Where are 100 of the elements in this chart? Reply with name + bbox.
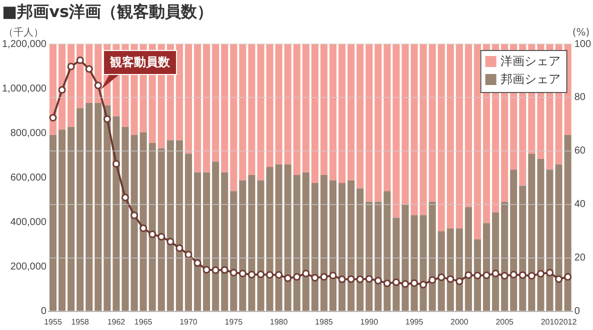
point bbox=[230, 268, 238, 276]
bar bbox=[366, 202, 373, 311]
bar bbox=[194, 172, 202, 311]
bar bbox=[374, 202, 382, 311]
point bbox=[158, 233, 166, 240]
bar bbox=[464, 207, 472, 311]
bar bbox=[221, 44, 228, 172]
point bbox=[438, 274, 446, 282]
y-tick-label: 1,200,000 bbox=[2, 38, 47, 50]
point bbox=[456, 278, 464, 286]
chart-title: ■邦画vs洋画（観客動員数） bbox=[2, 2, 214, 23]
y2-tick-label: 80 bbox=[574, 92, 586, 104]
point bbox=[446, 275, 454, 283]
point bbox=[130, 212, 138, 220]
bar bbox=[248, 175, 256, 311]
bar bbox=[464, 44, 472, 208]
point bbox=[428, 276, 436, 284]
bar bbox=[302, 172, 310, 311]
point bbox=[256, 270, 264, 278]
bar bbox=[176, 44, 183, 140]
bar bbox=[420, 215, 427, 311]
point bbox=[528, 272, 536, 280]
y-tick-label: 200,000 bbox=[10, 262, 47, 273]
bar bbox=[49, 44, 57, 135]
point bbox=[464, 271, 472, 279]
bar bbox=[348, 44, 355, 180]
point bbox=[275, 271, 283, 279]
point bbox=[103, 115, 111, 123]
x-tick-label: 1955 bbox=[44, 317, 62, 326]
point bbox=[148, 230, 156, 238]
point bbox=[293, 273, 301, 281]
x-tick-label: 1975 bbox=[224, 317, 244, 326]
bar bbox=[356, 188, 364, 311]
y-tick-label: 400,000 bbox=[10, 217, 47, 228]
bar bbox=[302, 44, 310, 172]
x-tick-label: 2005 bbox=[496, 317, 514, 326]
x-tick-label: 2010 bbox=[540, 317, 560, 326]
bar bbox=[428, 44, 436, 202]
point bbox=[202, 266, 210, 274]
bar bbox=[104, 106, 111, 311]
point bbox=[284, 274, 292, 282]
bar bbox=[49, 134, 57, 311]
bar bbox=[384, 44, 391, 192]
bar bbox=[148, 142, 156, 311]
bar bbox=[194, 44, 202, 172]
bar bbox=[293, 175, 300, 311]
bar bbox=[275, 44, 282, 164]
bar bbox=[230, 44, 238, 192]
bar bbox=[528, 154, 536, 311]
bar bbox=[284, 44, 292, 164]
bar bbox=[537, 158, 544, 311]
bar bbox=[356, 44, 364, 188]
point bbox=[140, 224, 148, 232]
point bbox=[311, 274, 319, 282]
y-tick-label: 800,000 bbox=[10, 128, 47, 139]
bar bbox=[438, 231, 445, 311]
x-tick-label: 1970 bbox=[180, 317, 198, 326]
bar bbox=[474, 44, 482, 240]
point bbox=[518, 271, 526, 279]
point bbox=[212, 266, 220, 274]
point bbox=[266, 271, 274, 279]
point bbox=[401, 280, 409, 288]
point bbox=[67, 62, 75, 70]
bar bbox=[203, 172, 210, 311]
point bbox=[347, 275, 355, 283]
bar bbox=[501, 202, 508, 311]
point bbox=[76, 56, 84, 64]
point bbox=[500, 272, 508, 280]
bar bbox=[311, 44, 318, 184]
point bbox=[302, 270, 310, 278]
point bbox=[383, 280, 391, 288]
x-tick-label: 1980 bbox=[270, 317, 288, 326]
bar bbox=[184, 44, 192, 154]
bar bbox=[112, 116, 120, 311]
bar bbox=[366, 44, 373, 202]
point bbox=[392, 278, 400, 286]
bar bbox=[392, 44, 400, 218]
point bbox=[365, 275, 373, 283]
point bbox=[546, 268, 554, 276]
y-tick-label: 1,000,000 bbox=[2, 83, 47, 94]
bar bbox=[122, 126, 129, 311]
bar bbox=[474, 239, 482, 311]
bar bbox=[184, 154, 192, 311]
bar bbox=[212, 44, 220, 162]
point bbox=[474, 272, 482, 280]
bar bbox=[329, 180, 337, 311]
y2-tick-label: 100 bbox=[574, 38, 592, 50]
y2-tick-label: 60 bbox=[574, 146, 586, 157]
point bbox=[356, 276, 364, 284]
bar bbox=[428, 202, 436, 311]
x-tick-label: 2000 bbox=[450, 317, 469, 326]
point bbox=[220, 266, 228, 274]
bar bbox=[510, 170, 518, 311]
bar bbox=[438, 44, 445, 232]
point bbox=[329, 272, 337, 280]
y2-axis-title: (%) bbox=[572, 28, 590, 39]
point bbox=[166, 238, 174, 246]
bar bbox=[446, 228, 454, 311]
y-tick-label: 0 bbox=[40, 306, 47, 318]
x-tick-label: 1965 bbox=[134, 317, 153, 326]
